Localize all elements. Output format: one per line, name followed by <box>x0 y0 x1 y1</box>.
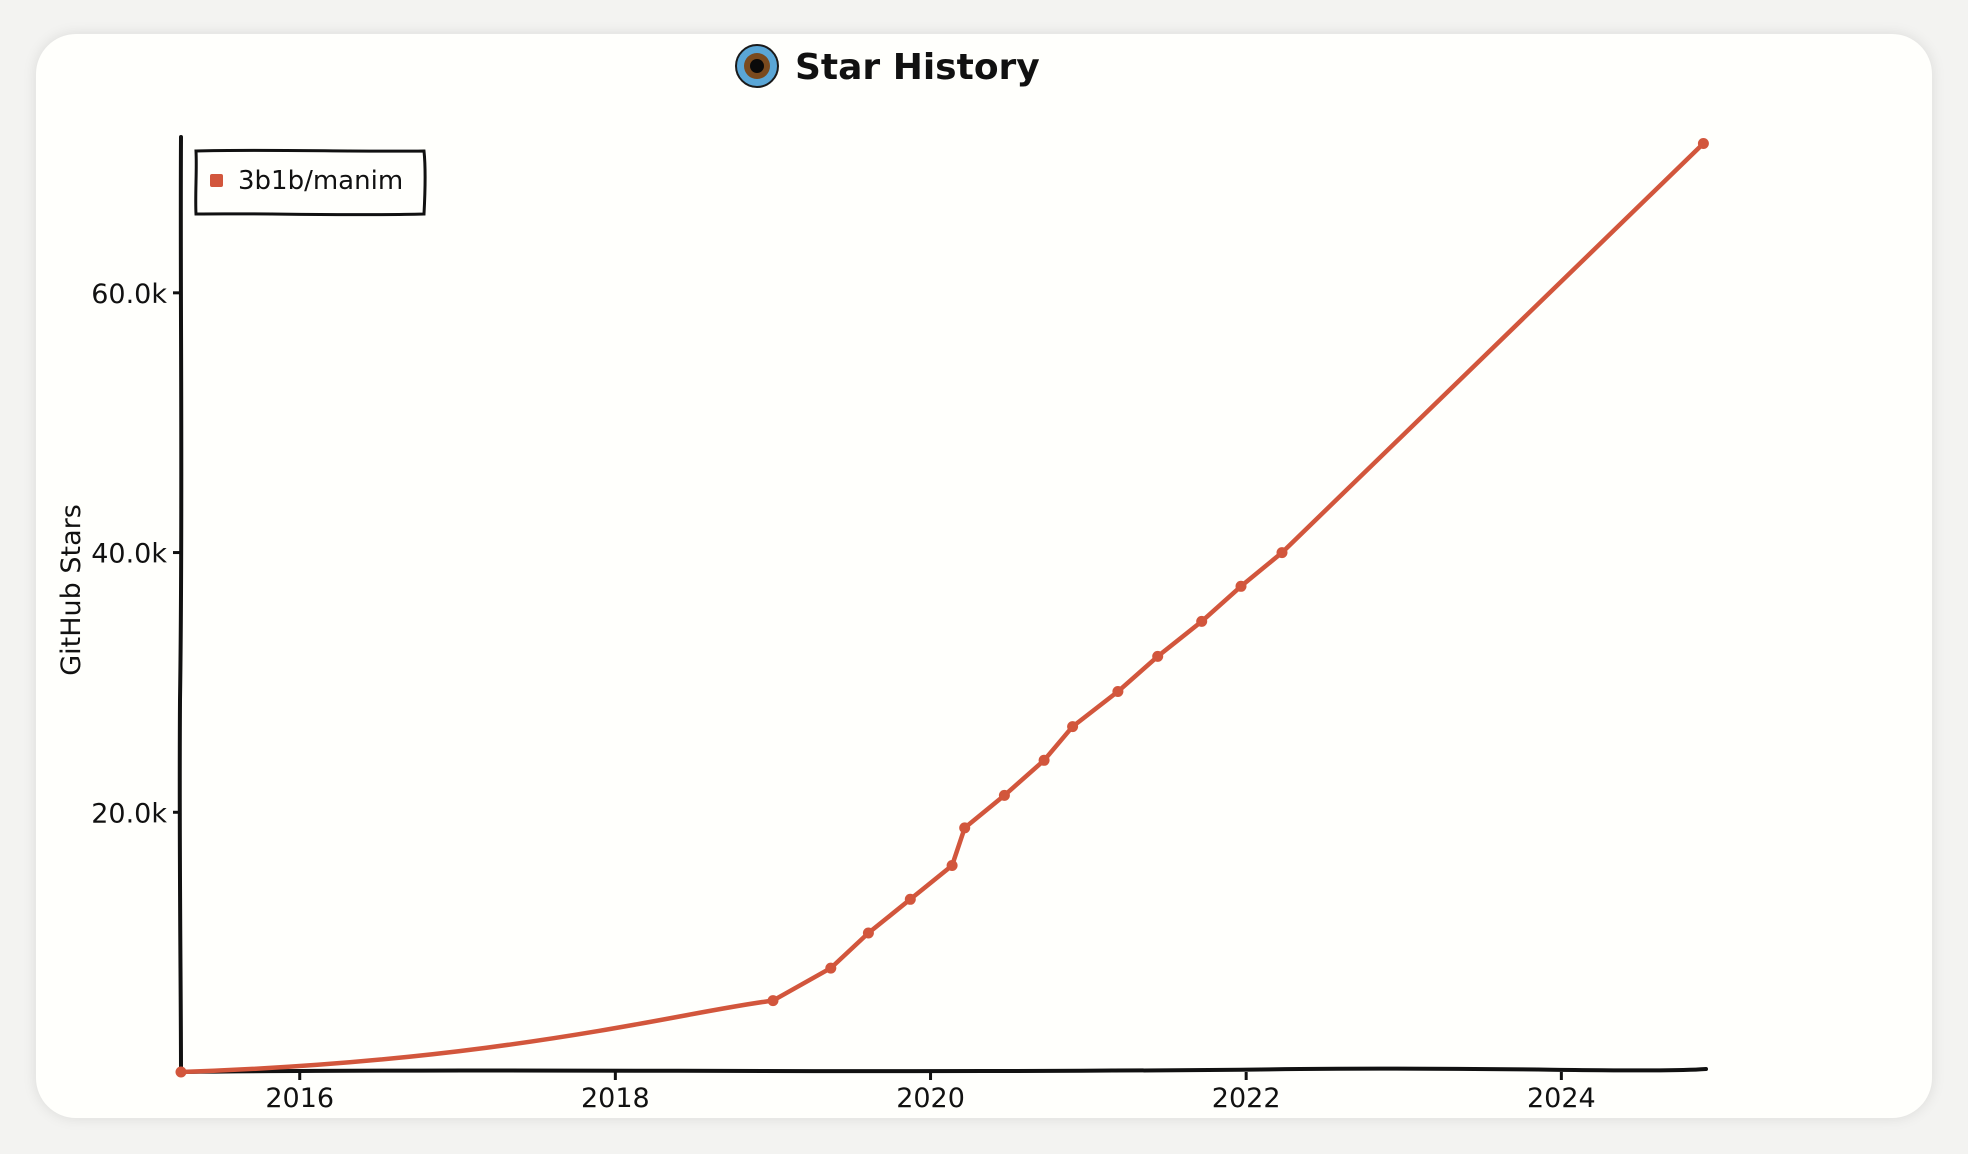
data-point <box>959 822 971 834</box>
data-point <box>1112 686 1124 697</box>
series-line <box>178 141 1706 1075</box>
legend: 3b1b/manim <box>194 148 427 217</box>
data-point <box>1038 754 1050 766</box>
x-tick-label: 2018 <box>581 1083 650 1114</box>
chart-title: Star History <box>735 44 1040 88</box>
data-point <box>862 927 874 939</box>
legend-swatch <box>210 174 223 187</box>
y-tick-label: 20.0k <box>91 798 167 829</box>
data-point <box>1235 580 1247 592</box>
x-tick-label: 2022 <box>1212 1083 1281 1114</box>
data-point <box>1196 615 1208 627</box>
data-point <box>1697 138 1709 149</box>
chart-title-text: Star History <box>795 47 1040 88</box>
data-point <box>946 860 958 871</box>
x-tick-label: 2016 <box>265 1083 334 1114</box>
x-axis-ticks: 2016 2018 2020 2022 2024 <box>265 1072 1596 1114</box>
data-point <box>767 995 779 1007</box>
legend-box <box>194 148 427 217</box>
series-layer <box>175 138 1709 1078</box>
x-tick-label: 2020 <box>896 1083 965 1114</box>
y-axis-ticks: 20.0k 40.0k 60.0k <box>91 279 181 829</box>
x-tick-label: 2024 <box>1527 1083 1596 1114</box>
x-axis-line <box>179 1066 1708 1074</box>
data-point <box>1152 650 1164 662</box>
y-axis-line <box>177 135 184 1074</box>
data-point <box>175 1066 187 1078</box>
y-tick-label: 40.0k <box>91 539 167 570</box>
data-point <box>998 789 1010 801</box>
star-history-logo-pupil-icon <box>750 59 764 73</box>
data-point <box>1067 721 1079 733</box>
data-point <box>904 893 916 905</box>
y-tick-label: 60.0k <box>91 279 167 310</box>
data-point <box>825 962 837 974</box>
y-axis-title: GitHub Stars <box>56 504 87 676</box>
legend-label: 3b1b/manim <box>238 166 403 196</box>
data-point <box>1276 547 1288 559</box>
